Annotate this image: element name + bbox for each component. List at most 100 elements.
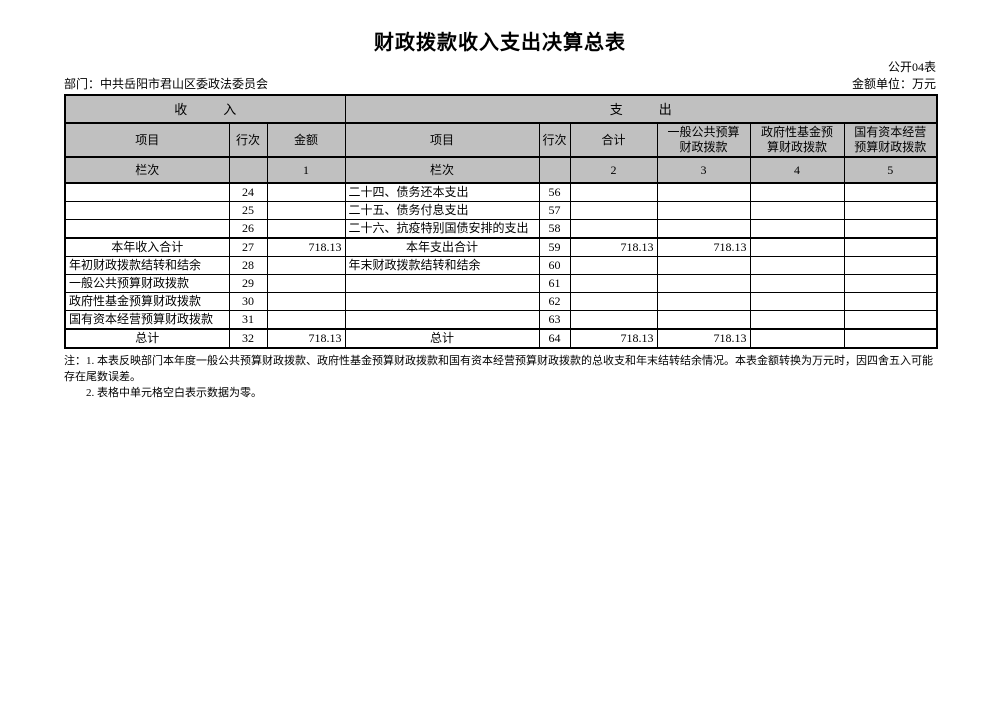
cell-income-item: 本年收入合计 bbox=[64, 237, 230, 257]
cell-govfund-budget bbox=[749, 292, 845, 311]
cell-income-item: 国有资本经营预算财政拨款 bbox=[64, 310, 230, 330]
table-row: 25 二十五、债务付息支出 57 bbox=[64, 201, 938, 220]
cell-general-budget bbox=[656, 256, 751, 275]
cell-income-amount bbox=[266, 274, 346, 293]
cell-expense-total bbox=[569, 201, 658, 220]
colno-income-amount: 1 bbox=[266, 156, 346, 184]
cell-income-amount bbox=[266, 256, 346, 275]
cell-general-budget: 718.13 bbox=[656, 237, 751, 257]
cell-general-budget bbox=[656, 274, 751, 293]
header-expense-total: 合计 bbox=[569, 122, 658, 158]
cell-income-rowno: 28 bbox=[228, 256, 268, 275]
cell-income-item bbox=[64, 219, 230, 239]
cell-expense-rowno: 64 bbox=[538, 328, 571, 349]
cell-expense-item: 本年支出合计 bbox=[344, 237, 540, 257]
colno-expense-item: 栏次 bbox=[344, 156, 540, 184]
cell-expense-total: 718.13 bbox=[569, 328, 658, 349]
table-row: 26 二十六、抗疫特别国债安排的支出 58 bbox=[64, 219, 938, 239]
cell-income-item bbox=[64, 182, 230, 202]
cell-income-item: 总计 bbox=[64, 328, 230, 349]
cell-govfund-budget bbox=[749, 310, 845, 330]
meta-line: 部门：中共岳阳市君山区委政法委员会 金额单位：万元 bbox=[64, 76, 936, 92]
cell-income-amount bbox=[266, 201, 346, 220]
cell-expense-rowno: 62 bbox=[538, 292, 571, 311]
cell-general-budget bbox=[656, 292, 751, 311]
cell-income-amount: 718.13 bbox=[266, 328, 346, 349]
column-number-row: 栏次 1 栏次 2 3 4 5 bbox=[64, 156, 938, 184]
cell-expense-total: 718.13 bbox=[569, 237, 658, 257]
colno-income-rowno bbox=[228, 156, 268, 184]
department-label: 部门：中共岳阳市君山区委政法委员会 bbox=[64, 77, 269, 91]
header-govfund-budget: 政府性基金预 算财政拨款 bbox=[749, 122, 845, 158]
cell-expense-item: 二十五、债务付息支出 bbox=[344, 201, 540, 220]
cell-income-rowno: 29 bbox=[228, 274, 268, 293]
cell-expense-total bbox=[569, 219, 658, 239]
cell-income-rowno: 26 bbox=[228, 219, 268, 239]
header-state-capital-budget: 国有资本经营 预算财政拨款 bbox=[843, 122, 938, 158]
cell-expense-item: 二十六、抗疫特别国债安排的支出 bbox=[344, 219, 540, 239]
cell-income-amount: 718.13 bbox=[266, 237, 346, 257]
cell-income-item: 政府性基金预算财政拨款 bbox=[64, 292, 230, 311]
header-expense-item: 项目 bbox=[344, 122, 540, 158]
cell-govfund-budget bbox=[749, 328, 845, 349]
cell-state-capital-budget bbox=[843, 328, 938, 349]
cell-income-rowno: 25 bbox=[228, 201, 268, 220]
cell-expense-total bbox=[569, 274, 658, 293]
cell-expense-item: 总计 bbox=[344, 328, 540, 349]
unit-label: 金额单位：万元 bbox=[851, 77, 936, 91]
table-row: 一般公共预算财政拨款 29 61 bbox=[64, 274, 938, 293]
cell-income-item bbox=[64, 201, 230, 220]
colno-income-item: 栏次 bbox=[64, 156, 230, 184]
cell-govfund-budget bbox=[749, 201, 845, 220]
expense-band-label: 支出 bbox=[609, 101, 708, 117]
colno-govfund-budget: 4 bbox=[749, 156, 845, 184]
cell-state-capital-budget bbox=[843, 310, 938, 330]
footnote-1: 注：1. 本表反映部门本年度一般公共预算财政拨款、政府性基金预算财政拨款和国有资… bbox=[64, 355, 933, 383]
cell-general-budget: 718.13 bbox=[656, 328, 751, 349]
cell-expense-item bbox=[344, 274, 540, 293]
cell-income-rowno: 30 bbox=[228, 292, 268, 311]
cell-govfund-budget bbox=[749, 219, 845, 239]
cell-expense-rowno: 63 bbox=[538, 310, 571, 330]
cell-state-capital-budget bbox=[843, 292, 938, 311]
cell-income-item: 一般公共预算财政拨款 bbox=[64, 274, 230, 293]
colno-expense-total: 2 bbox=[569, 156, 658, 184]
cell-expense-rowno: 56 bbox=[538, 182, 571, 202]
cell-state-capital-budget bbox=[843, 219, 938, 239]
cell-expense-item: 年末财政拨款结转和结余 bbox=[344, 256, 540, 275]
colno-state-capital-budget: 5 bbox=[843, 156, 938, 184]
cell-general-budget bbox=[656, 182, 751, 202]
header-general-budget: 一般公共预算 财政拨款 bbox=[656, 122, 751, 158]
cell-expense-total bbox=[569, 256, 658, 275]
cell-govfund-budget bbox=[749, 182, 845, 202]
cell-state-capital-budget bbox=[843, 256, 938, 275]
cell-income-amount bbox=[266, 182, 346, 202]
expense-band-header: 支出 bbox=[344, 94, 938, 124]
page-title: 财政拨款收入支出决算总表 bbox=[374, 32, 626, 54]
cell-general-budget bbox=[656, 219, 751, 239]
cell-expense-rowno: 60 bbox=[538, 256, 571, 275]
income-band-label: 收入 bbox=[174, 101, 273, 117]
header-income-item: 项目 bbox=[64, 122, 230, 158]
header-income-rowno: 行次 bbox=[228, 122, 268, 158]
footnote-2: 2. 表格中单元格空白表示数据为零。 bbox=[86, 387, 262, 399]
footnotes: 注：1. 本表反映部门本年度一般公共预算财政拨款、政府性基金预算财政拨款和国有资… bbox=[64, 353, 936, 401]
cell-expense-rowno: 59 bbox=[538, 237, 571, 257]
column-header-row: 项目 行次 金额 项目 行次 合计 一般公共预算 财政拨款 政府性基金预 算财政… bbox=[64, 122, 938, 158]
cell-govfund-budget bbox=[749, 237, 845, 257]
cell-income-amount bbox=[266, 310, 346, 330]
cell-state-capital-budget bbox=[843, 201, 938, 220]
cell-income-item: 年初财政拨款结转和结余 bbox=[64, 256, 230, 275]
cell-state-capital-budget bbox=[843, 274, 938, 293]
cell-govfund-budget bbox=[749, 256, 845, 275]
cell-expense-rowno: 61 bbox=[538, 274, 571, 293]
cell-income-amount bbox=[266, 292, 346, 311]
cell-expense-rowno: 57 bbox=[538, 201, 571, 220]
income-band-header: 收入 bbox=[64, 94, 346, 124]
cell-income-amount bbox=[266, 219, 346, 239]
cell-income-rowno: 31 bbox=[228, 310, 268, 330]
cell-expense-item bbox=[344, 310, 540, 330]
cell-expense-item bbox=[344, 292, 540, 311]
cell-expense-total bbox=[569, 292, 658, 311]
cell-state-capital-budget bbox=[843, 237, 938, 257]
